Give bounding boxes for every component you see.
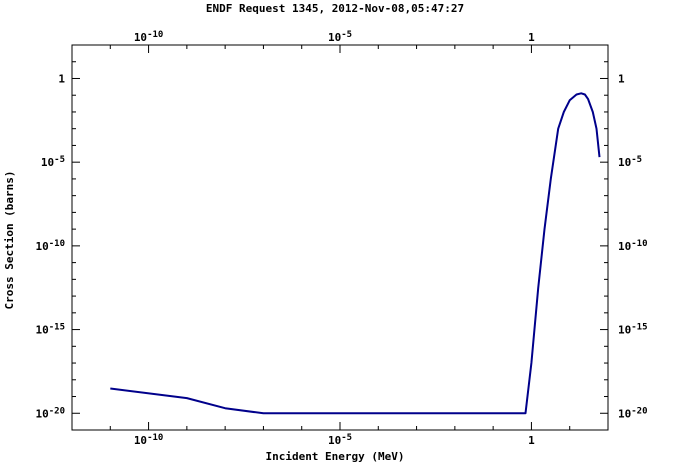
y-tick-label-left: 1 xyxy=(58,72,65,85)
chart-title: ENDF Request 1345, 2012-Nov-08,05:47:27 xyxy=(206,2,464,15)
x-axis-label: Incident Energy (MeV) xyxy=(265,450,404,463)
x-tick-label-top: 10-5 xyxy=(328,30,352,44)
y-tick-label-right: 10-5 xyxy=(618,155,642,169)
x-tick-label-bottom: 10-5 xyxy=(328,433,352,447)
y-tick-label-right: 10-10 xyxy=(618,239,648,253)
y-tick-label-left: 10-15 xyxy=(35,323,65,337)
y-tick-label-right: 10-20 xyxy=(618,406,648,420)
y-tick-label-right: 1 xyxy=(618,72,625,85)
tick-labels: 10-10 10-10 10-5 10-5 1 1 1 1 10-5 10-5 10-10 10-10… xyxy=(35,30,647,447)
y-tick-label-left: 10-20 xyxy=(35,406,65,420)
x-tick-label-bottom: 1 xyxy=(528,434,535,447)
x-tick-label-top: 1 xyxy=(528,31,535,44)
axis-ticks xyxy=(71,44,609,431)
y-tick-label-right: 10-15 xyxy=(618,323,648,337)
y-tick-label-left: 10-10 xyxy=(35,239,65,253)
y-tick-label-left: 10-5 xyxy=(41,155,65,169)
series-line xyxy=(110,92,601,415)
x-tick-label-top: 10-10 xyxy=(134,30,164,44)
x-tick-label-bottom: 10-10 xyxy=(134,433,164,447)
y-axis-label: Cross Section (barns) xyxy=(3,170,16,309)
